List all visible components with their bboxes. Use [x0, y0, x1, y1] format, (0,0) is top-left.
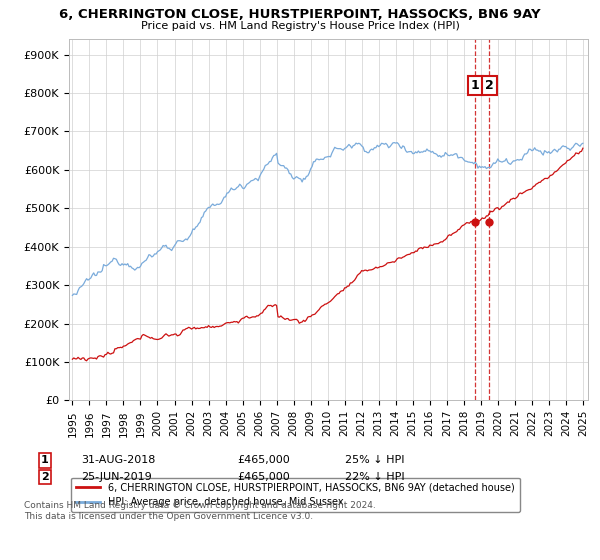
Text: Contains HM Land Registry data © Crown copyright and database right 2024.
This d: Contains HM Land Registry data © Crown c… — [24, 501, 376, 521]
Text: Price paid vs. HM Land Registry's House Price Index (HPI): Price paid vs. HM Land Registry's House … — [140, 21, 460, 31]
Text: 31-AUG-2018: 31-AUG-2018 — [81, 455, 155, 465]
Text: 2: 2 — [41, 472, 49, 482]
Text: 25-JUN-2019: 25-JUN-2019 — [81, 472, 152, 482]
Text: 1: 1 — [41, 455, 49, 465]
Text: 6, CHERRINGTON CLOSE, HURSTPIERPOINT, HASSOCKS, BN6 9AY: 6, CHERRINGTON CLOSE, HURSTPIERPOINT, HA… — [59, 8, 541, 21]
Text: £465,000: £465,000 — [237, 455, 290, 465]
Text: 2: 2 — [485, 79, 494, 92]
Text: 22% ↓ HPI: 22% ↓ HPI — [345, 472, 404, 482]
Legend: 6, CHERRINGTON CLOSE, HURSTPIERPOINT, HASSOCKS, BN6 9AY (detached house), HPI: A: 6, CHERRINGTON CLOSE, HURSTPIERPOINT, HA… — [71, 478, 520, 512]
Text: 1: 1 — [471, 79, 479, 92]
Text: 25% ↓ HPI: 25% ↓ HPI — [345, 455, 404, 465]
Text: £465,000: £465,000 — [237, 472, 290, 482]
